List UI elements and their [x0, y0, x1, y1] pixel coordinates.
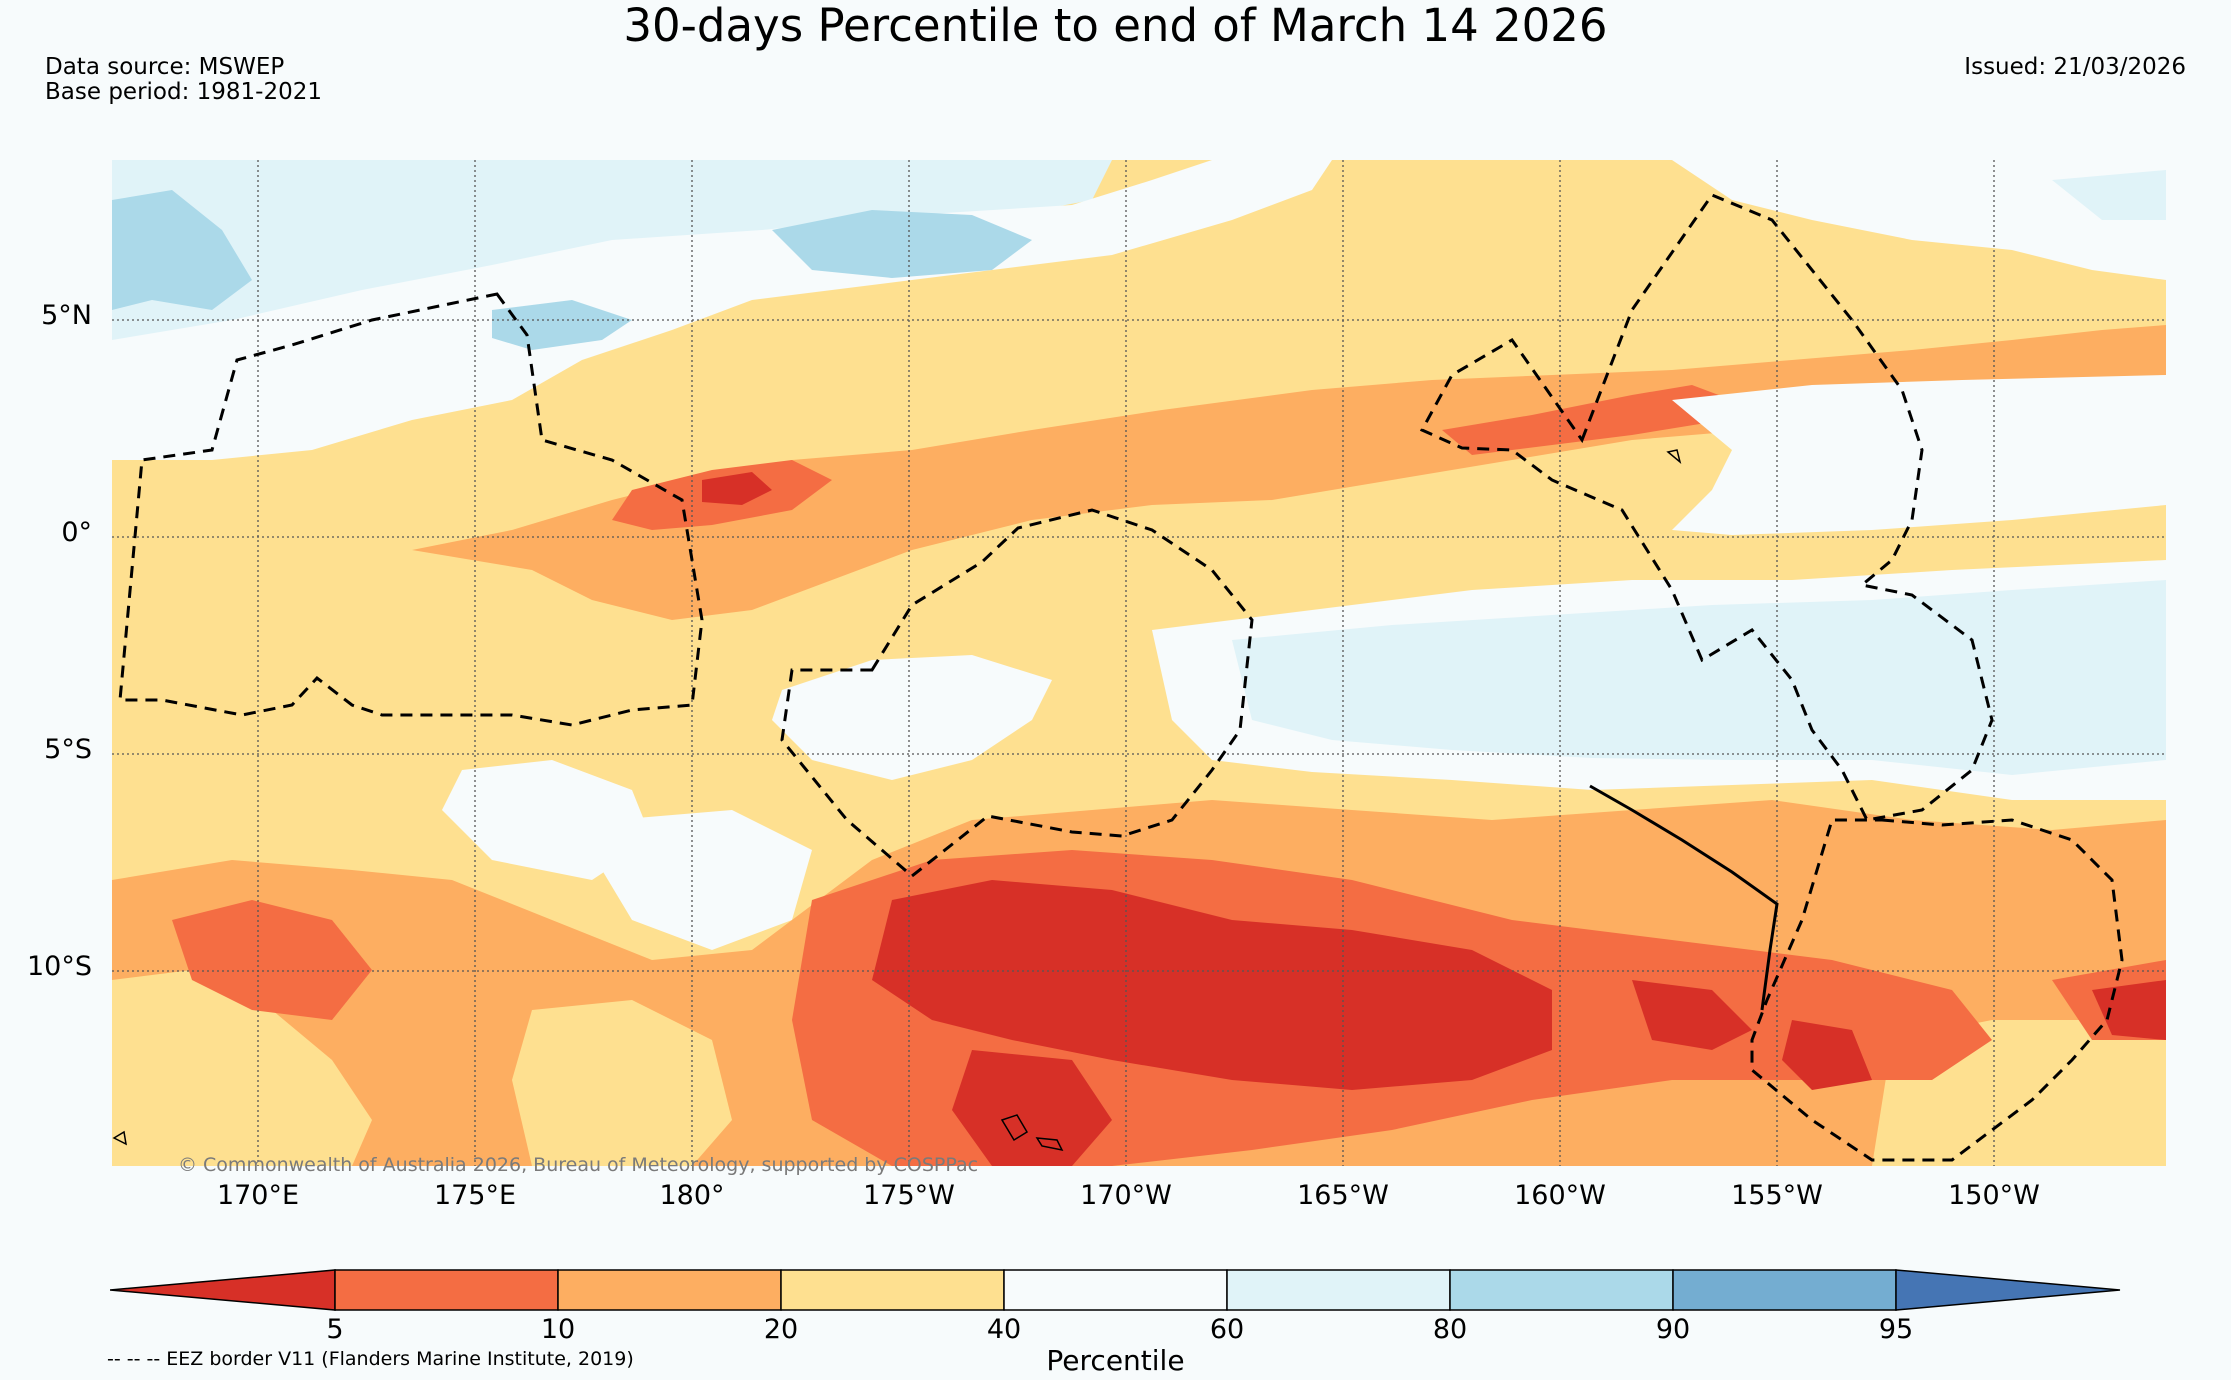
colorbar-tick-80: 80: [1410, 1314, 1490, 1345]
lon-label-170w: 170°W: [1046, 1180, 1206, 1211]
percentile-map: [112, 160, 2166, 1166]
colorbar: [110, 1268, 2122, 1312]
base-period: Base period: 1981-2021: [45, 80, 322, 105]
colorbar-segment: [335, 1270, 558, 1310]
colorbar-tick-90: 90: [1633, 1314, 1713, 1345]
issued-date: Issued: 21/03/2026: [1964, 55, 2186, 80]
colorbar-tick-20: 20: [741, 1314, 821, 1345]
lon-label-180: 180°: [612, 1180, 772, 1211]
eez-legend-note: -- -- -- EEZ border V11 (Flanders Marine…: [107, 1348, 634, 1370]
colorbar-segment: [1004, 1270, 1227, 1310]
lat-label-5s: 5°S: [0, 734, 92, 765]
lon-label-175w: 175°W: [829, 1180, 989, 1211]
colorbar-tick-5: 5: [295, 1314, 375, 1345]
colorbar-extend-low: [110, 1270, 335, 1310]
colorbar-segment: [1673, 1270, 1896, 1310]
colorbar-segment: [781, 1270, 1004, 1310]
map-title: 30-days Percentile to end of March 14 20…: [0, 0, 2231, 52]
colorbar-segment: [558, 1270, 781, 1310]
colorbar-tick-95: 95: [1856, 1314, 1936, 1345]
lon-label-170e: 170°E: [178, 1180, 338, 1211]
lon-label-175e: 175°E: [395, 1180, 555, 1211]
colorbar-tick-60: 60: [1187, 1314, 1267, 1345]
colorbar-segment: [1450, 1270, 1673, 1310]
data-source: Data source: MSWEP: [45, 55, 322, 80]
colorbar-extend-high: [1896, 1270, 2120, 1310]
lon-label-150w: 150°W: [1914, 1180, 2074, 1211]
lat-label-10s: 10°S: [0, 951, 92, 982]
lat-label-5n: 5°N: [0, 300, 92, 331]
lat-label-0: 0°: [0, 517, 92, 548]
colorbar-tick-10: 10: [518, 1314, 598, 1345]
source-info: Data source: MSWEP Base period: 1981-202…: [45, 55, 322, 105]
lon-label-155w: 155°W: [1697, 1180, 1857, 1211]
copyright-notice: © Commonwealth of Australia 2026, Bureau…: [178, 1154, 978, 1176]
lon-label-165w: 165°W: [1263, 1180, 1423, 1211]
lon-label-160w: 160°W: [1480, 1180, 1640, 1211]
colorbar-segment: [1227, 1270, 1450, 1310]
band-40-60-center: [1672, 375, 2166, 535]
colorbar-tick-40: 40: [964, 1314, 1044, 1345]
